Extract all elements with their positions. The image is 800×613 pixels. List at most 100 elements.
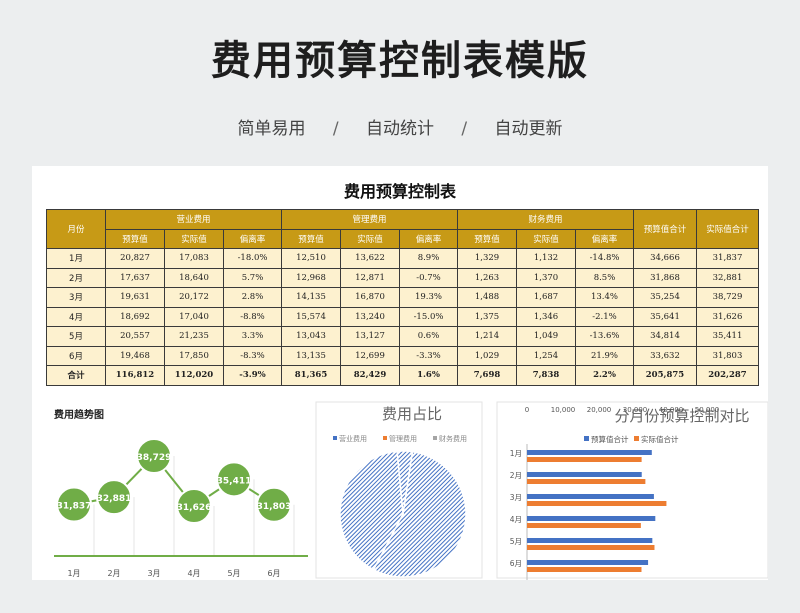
- data-point: [216, 461, 252, 498]
- value-cell: 34,666: [633, 248, 697, 269]
- value-cell: 20,557: [105, 326, 165, 347]
- value-cell: 35,641: [633, 306, 697, 327]
- total-value-cell: 112,020: [164, 365, 224, 386]
- x-tick-label: 0: [525, 406, 529, 414]
- value-cell: 21.9%: [575, 345, 634, 366]
- x-tick-label: 3月: [147, 569, 160, 578]
- value-cell: 1,029: [457, 345, 517, 366]
- value-cell: 1,370: [516, 267, 576, 288]
- total-value-cell: 1.6%: [399, 365, 458, 386]
- month-cell: 2月: [46, 267, 106, 288]
- value-cell: 1,488: [457, 287, 517, 308]
- header-actual: 实际值: [340, 228, 400, 249]
- data-point: [176, 488, 212, 524]
- value-cell: -13.6%: [575, 326, 634, 347]
- value-cell: 20,172: [164, 287, 224, 308]
- bar: [527, 494, 654, 499]
- bar: [527, 538, 653, 543]
- value-cell: -3.3%: [399, 345, 458, 366]
- value-cell: 14,135: [281, 287, 341, 308]
- data-point: [56, 486, 92, 523]
- legend-swatch: [634, 436, 639, 441]
- value-cell: 12,871: [340, 267, 400, 288]
- x-tick-label: 30,000: [623, 406, 648, 414]
- header-budget: 预算值: [281, 228, 341, 249]
- value-cell: 13,043: [281, 326, 341, 347]
- month-cell: 4月: [46, 306, 106, 327]
- x-tick-label: 5月: [227, 569, 240, 578]
- value-cell: 18,692: [105, 306, 165, 327]
- data-label: 31,837: [57, 502, 92, 512]
- pie-slice: [339, 450, 404, 571]
- value-cell: -18.0%: [223, 248, 282, 269]
- legend-label: 管理费用: [389, 434, 417, 443]
- value-cell: 17,850: [164, 345, 224, 366]
- value-cell: 18,640: [164, 267, 224, 288]
- header-budget: 预算值: [457, 228, 517, 249]
- header-deviation: 偏离率: [399, 228, 458, 249]
- value-cell: 12,968: [281, 267, 341, 288]
- trend-chart: 费用趋势图 31,837 1月 32,881 2月 38,729 3月 31,626 4月 35…: [46, 398, 316, 580]
- bar: [527, 567, 642, 572]
- tag-auto-stat: 自动统计: [366, 119, 434, 139]
- total-value-cell: 7,698: [457, 365, 517, 386]
- data-point: [96, 479, 132, 516]
- header-budget-total: 预算值合计: [633, 209, 697, 249]
- sheet-title: 费用预算控制表: [343, 182, 456, 201]
- y-tick-label: 5月: [510, 537, 522, 546]
- total-value-cell: 116,812: [105, 365, 165, 386]
- bar: [527, 457, 642, 462]
- total-value-cell: 81,365: [281, 365, 341, 386]
- value-cell: -8.3%: [223, 345, 282, 366]
- value-cell: 17,040: [164, 306, 224, 327]
- legend-swatch: [383, 436, 387, 440]
- value-cell: 1,687: [516, 287, 576, 308]
- value-cell: 1,214: [457, 326, 517, 347]
- compare-chart-title: 分月份预算控制对比: [614, 407, 749, 425]
- value-cell: 1,346: [516, 306, 576, 327]
- month-cell: 1月: [46, 248, 106, 269]
- value-cell: 13.4%: [575, 287, 634, 308]
- data-label: 31,626: [177, 503, 212, 513]
- share-chart: 费用占比 营业费用 管理费用 财务费用: [315, 398, 483, 580]
- data-label: 38,729: [137, 453, 172, 463]
- monthly-compare-chart-svg: 分月份预算控制对比 0 10,000 20,000 30,000 40,000 50,00…: [496, 401, 768, 580]
- value-cell: 8.9%: [399, 248, 458, 269]
- table-row: 3月 19,631 20,172 2.8% 14,135 16,870 19.3% 1,488…: [46, 287, 759, 308]
- total-value-cell: 202,287: [696, 365, 759, 386]
- value-cell: 35,254: [633, 287, 697, 308]
- value-cell: 17,637: [105, 267, 165, 288]
- value-cell: 31,803: [696, 345, 759, 366]
- bar: [527, 472, 642, 477]
- trend-chart-title: 费用趋势图: [54, 408, 104, 421]
- header-budget: 预算值: [105, 228, 165, 249]
- bar: [527, 501, 667, 506]
- y-tick-label: 3月: [510, 493, 522, 502]
- data-label: 31,803: [257, 502, 292, 512]
- table-row: 6月 19,468 17,850 -8.3% 13,135 12,699 -3.3% 1,02…: [46, 345, 759, 366]
- monthly-compare-chart: 分月份预算控制对比 0 10,000 20,000 30,000 40,000 50,00…: [496, 398, 768, 580]
- feature-tags: 简单易用 / 自动统计 / 自动更新: [0, 114, 800, 139]
- value-cell: 2.8%: [223, 287, 282, 308]
- value-cell: 20,827: [105, 248, 165, 269]
- budget-table: 月份 营业费用 管理费用 财务费用 预算值合计 实际值合计 预算值 实际值 偏离…: [46, 209, 759, 386]
- value-cell: 13,622: [340, 248, 400, 269]
- share-chart-svg: 费用占比 营业费用 管理费用 财务费用: [315, 401, 483, 579]
- tag-auto-update: 自动更新: [494, 119, 563, 139]
- value-cell: 1,375: [457, 306, 517, 327]
- x-tick-label: 40,000: [659, 406, 684, 414]
- bar: [527, 450, 652, 455]
- legend-label: 营业费用: [339, 434, 367, 443]
- table-row: 4月 18,692 17,040 -8.8% 15,574 13,240 -15.0% 1,3…: [46, 306, 759, 327]
- y-tick-label: 2月: [510, 471, 522, 480]
- value-cell: -8.8%: [223, 306, 282, 327]
- value-cell: -2.1%: [575, 306, 634, 327]
- pie-slice: [396, 450, 414, 515]
- month-cell: 3月: [46, 287, 106, 308]
- value-cell: 19,631: [105, 287, 165, 308]
- bar: [527, 479, 646, 484]
- trend-chart-svg: 费用趋势图 31,837 1月 32,881 2月 38,729 3月 31,626 4月 35…: [54, 408, 308, 578]
- data-point: [256, 486, 292, 523]
- header-group-admin: 管理费用: [281, 209, 458, 230]
- value-cell: 1,049: [516, 326, 576, 347]
